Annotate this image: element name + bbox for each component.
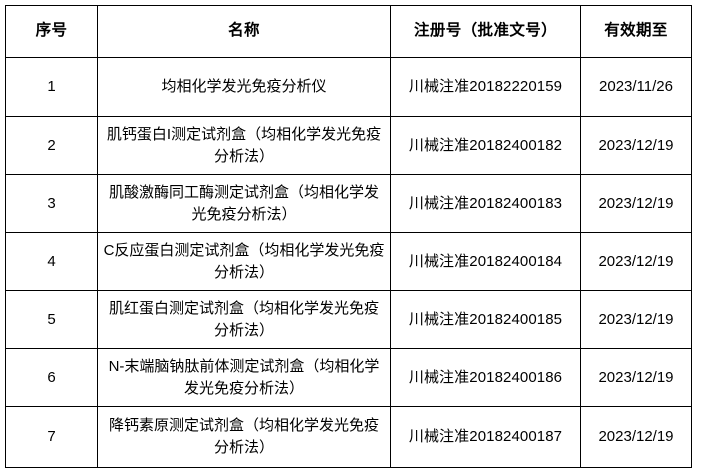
table-row: 5 肌红蛋白测定试剂盒（均相化学发光免疫分析法） 川械注准20182400185 20… [5, 290, 692, 349]
table-row: 6 N-末端脑钠肽前体测定试剂盒（均相化学发光免疫分析法） 川械注准20182400… [5, 348, 692, 407]
cell-product-name: 均相化学发光免疫分析仪 [97, 57, 391, 117]
cell-index: 4 [5, 232, 98, 291]
registration-table: 序号 名称 注册号（批准文号） 有效期至 1 均相化学发光免疫分析仪 川械注准201… [5, 5, 692, 468]
cell-registration-number: 川械注准20182400185 [390, 290, 581, 349]
table-row: 3 肌酸激酶同工酶测定试剂盒（均相化学发光免疫分析法） 川械注准2018240018… [5, 174, 692, 233]
cell-product-name: C反应蛋白测定试剂盒（均相化学发光免疫分析法） [97, 232, 391, 291]
table-body: 1 均相化学发光免疫分析仪 川械注准20182220159 2023/11/26 2 肌钙… [5, 57, 692, 468]
cell-product-name: 肌酸激酶同工酶测定试剂盒（均相化学发光免疫分析法） [97, 174, 391, 233]
column-header-index: 序号 [5, 5, 98, 58]
cell-index: 2 [5, 116, 98, 175]
cell-expiry-date: 2023/12/19 [580, 116, 692, 175]
column-header-name: 名称 [97, 5, 391, 58]
cell-index: 6 [5, 348, 98, 407]
cell-registration-number: 川械注准20182400182 [390, 116, 581, 175]
table-row: 2 肌钙蛋白I测定试剂盒（均相化学发光免疫分析法） 川械注准20182400182 2… [5, 116, 692, 175]
cell-expiry-date: 2023/12/19 [580, 406, 692, 468]
cell-expiry-date: 2023/12/19 [580, 290, 692, 349]
cell-index: 3 [5, 174, 98, 233]
cell-expiry-date: 2023/12/19 [580, 348, 692, 407]
table-row: 7 降钙素原测定试剂盒（均相化学发光免疫分析法） 川械注准20182400187 20… [5, 406, 692, 468]
cell-expiry-date: 2023/12/19 [580, 232, 692, 291]
cell-product-name: 肌钙蛋白I测定试剂盒（均相化学发光免疫分析法） [97, 116, 391, 175]
table-row: 1 均相化学发光免疫分析仪 川械注准20182220159 2023/11/26 [5, 57, 692, 117]
cell-index: 5 [5, 290, 98, 349]
cell-registration-number: 川械注准20182400186 [390, 348, 581, 407]
cell-index: 7 [5, 406, 98, 468]
table-header-row: 序号 名称 注册号（批准文号） 有效期至 [5, 5, 692, 58]
column-header-reg-no: 注册号（批准文号） [390, 5, 581, 58]
cell-expiry-date: 2023/11/26 [580, 57, 692, 117]
cell-registration-number: 川械注准20182220159 [390, 57, 581, 117]
cell-registration-number: 川械注准20182400187 [390, 406, 581, 468]
cell-index: 1 [5, 57, 98, 117]
cell-registration-number: 川械注准20182400183 [390, 174, 581, 233]
cell-product-name: N-末端脑钠肽前体测定试剂盒（均相化学发光免疫分析法） [97, 348, 391, 407]
cell-registration-number: 川械注准20182400184 [390, 232, 581, 291]
table-header: 序号 名称 注册号（批准文号） 有效期至 [5, 5, 692, 58]
cell-product-name: 降钙素原测定试剂盒（均相化学发光免疫分析法） [97, 406, 391, 468]
table-row: 4 C反应蛋白测定试剂盒（均相化学发光免疫分析法） 川械注准20182400184 2… [5, 232, 692, 291]
cell-expiry-date: 2023/12/19 [580, 174, 692, 233]
column-header-expiry: 有效期至 [580, 5, 692, 58]
cell-product-name: 肌红蛋白测定试剂盒（均相化学发光免疫分析法） [97, 290, 391, 349]
